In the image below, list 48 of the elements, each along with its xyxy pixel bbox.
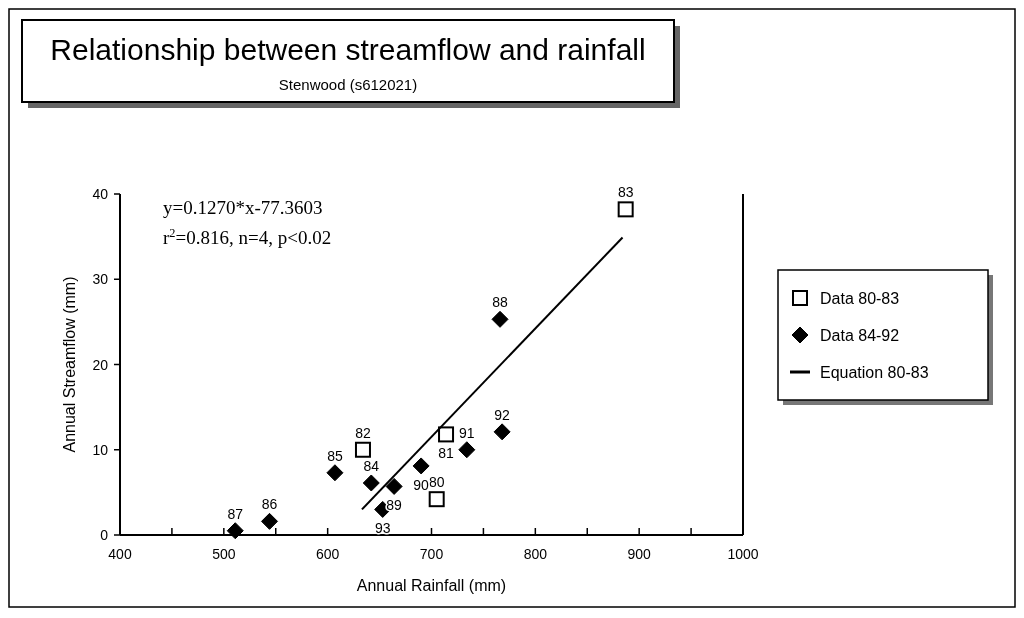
annotation: y=0.1270*x-77.3603: [163, 197, 323, 218]
annotation: 82: [355, 424, 371, 441]
y-axis-title: Annual Streamflow (mm): [61, 276, 78, 453]
annotation: 85: [327, 447, 343, 464]
annotation: 80: [428, 474, 445, 491]
y-tick-label: 0: [100, 527, 109, 543]
point: [428, 491, 445, 508]
legend-label: Data 80-83: [820, 290, 900, 307]
x-axis-title: Annual Rainfall (mm): [356, 577, 507, 594]
annotation: 90: [413, 476, 430, 493]
annotation: 83: [617, 184, 634, 201]
y-tick-label: 30: [92, 271, 109, 288]
point: [458, 441, 476, 459]
annotation: 86: [261, 496, 278, 513]
point: [412, 457, 430, 475]
annotation: 88: [492, 294, 509, 311]
annotation: r$^{2}$=0.816, n=4, p<0.02: [163, 226, 332, 248]
chart-subtitle: Stenwood (s612021): [278, 76, 418, 93]
y-tick-label: 10: [92, 441, 109, 458]
annotation: 91: [459, 424, 475, 441]
x-tick-label: 800: [523, 546, 548, 562]
legend-label: Data 84-92: [820, 327, 900, 344]
y-tick-label: 40: [92, 186, 109, 202]
x-tick-label: 400: [108, 546, 132, 562]
x-tick-label: 500: [212, 546, 236, 562]
annotation: 92: [494, 406, 511, 423]
annotation: 81: [438, 445, 455, 462]
chart-title: Relationship between streamflow and rainfall: [50, 33, 646, 66]
y-tick-label: 20: [92, 356, 109, 373]
annotation: 89: [386, 497, 403, 514]
x-tick-label: 1000: [727, 546, 759, 562]
point: [362, 474, 380, 492]
point: [326, 464, 344, 482]
x-tick-label: 900: [627, 546, 652, 562]
annotation: 84: [363, 458, 380, 474]
point: [354, 441, 371, 458]
annotation: 87: [227, 505, 244, 522]
point: [226, 522, 244, 540]
point: [617, 201, 634, 218]
point: [493, 423, 511, 441]
point: [438, 426, 455, 443]
point: [385, 477, 403, 495]
point: [491, 310, 509, 328]
legend-label: Equation 80-83: [820, 364, 929, 381]
x-tick-label: 600: [315, 546, 340, 562]
point: [261, 512, 279, 530]
annotation: 93: [374, 520, 391, 537]
x-tick-label: 700: [419, 546, 444, 562]
